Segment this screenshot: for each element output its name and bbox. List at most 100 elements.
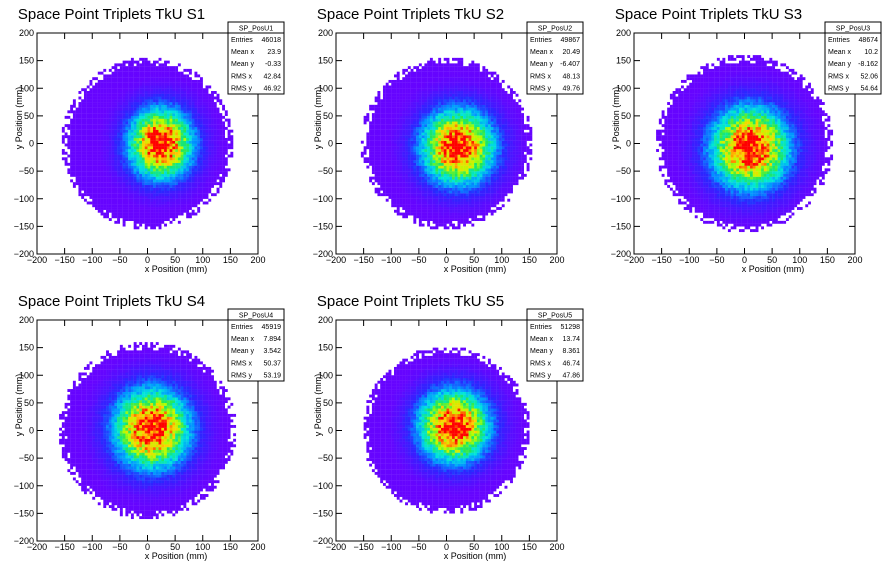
histogram-bin (435, 79, 439, 83)
histogram-bin (416, 151, 420, 155)
histogram-bin (380, 171, 384, 175)
histogram-bin (136, 124, 140, 128)
histogram-bin (177, 102, 181, 105)
histogram-bin (438, 66, 442, 70)
histogram-bin (155, 223, 159, 227)
histogram-bin (438, 110, 442, 114)
histogram-bin (64, 151, 68, 155)
histogram-bin (424, 157, 428, 161)
histogram-bin (216, 140, 220, 144)
histogram-bin (199, 146, 203, 150)
histogram-bin (410, 140, 414, 144)
histogram-bin (213, 143, 217, 147)
histogram-bin (407, 160, 411, 163)
histogram-bin (421, 215, 425, 219)
histogram-bin (388, 113, 392, 117)
histogram-bin (133, 93, 137, 97)
histogram-bin (155, 187, 159, 191)
histogram-bin (440, 160, 444, 163)
histogram-bin (463, 68, 466, 72)
histogram-bin (78, 143, 82, 147)
histogram-bin (117, 96, 121, 100)
histogram-bin (177, 137, 181, 141)
histogram-bin (150, 195, 154, 199)
histogram-bin (125, 198, 129, 202)
histogram-bin (452, 171, 455, 175)
histogram-bin (166, 140, 170, 144)
histogram-bin (454, 212, 458, 216)
histogram-bin (457, 79, 461, 83)
histogram-bin (81, 99, 85, 103)
histogram-bin (463, 209, 466, 213)
histogram-bin (111, 96, 115, 100)
histogram-bin (128, 110, 132, 114)
histogram-bin (211, 107, 214, 111)
histogram-bin (191, 187, 195, 191)
histogram-bin (197, 179, 201, 183)
histogram-bin (208, 107, 212, 111)
histogram-bin (147, 160, 151, 163)
histogram-bin (452, 132, 455, 136)
histogram-bin (205, 135, 209, 139)
histogram-bin (382, 104, 386, 108)
histogram-bin (452, 77, 455, 81)
histogram-bin (81, 140, 85, 144)
histogram-bin (191, 204, 195, 208)
histogram-bin (371, 165, 375, 169)
histogram-bin (382, 99, 386, 103)
histogram-bin (147, 201, 151, 205)
histogram-bin (81, 171, 85, 175)
histogram-bin (440, 146, 444, 150)
histogram-bin (213, 135, 217, 139)
histogram-bin (153, 99, 156, 103)
histogram-bin (186, 102, 190, 105)
histogram-bin (213, 132, 217, 136)
histogram-bin (147, 182, 151, 186)
histogram-bin (224, 151, 228, 155)
histogram-bin (103, 215, 107, 219)
histogram-bin (153, 182, 156, 186)
histogram-bin (180, 104, 184, 108)
histogram-bin (197, 96, 201, 100)
histogram-bin (438, 157, 442, 161)
histogram-bin (194, 102, 198, 105)
histogram-bin (164, 118, 167, 122)
histogram-bin (150, 157, 154, 161)
histogram-bin (427, 171, 431, 175)
histogram-bin (95, 129, 98, 133)
histogram-bin (183, 96, 187, 100)
histogram-bin (177, 190, 181, 194)
histogram-bin (141, 135, 145, 139)
histogram-bin (396, 135, 400, 139)
histogram-bin (108, 207, 112, 210)
histogram-bin (125, 207, 129, 210)
histogram-bin (125, 204, 129, 208)
histogram-bin (396, 176, 400, 180)
histogram-bin (128, 146, 132, 150)
histogram-bin (213, 124, 217, 128)
histogram-bin (194, 85, 198, 89)
histogram-bin (150, 182, 154, 186)
histogram-bin (199, 132, 203, 136)
histogram-bin (366, 140, 370, 144)
histogram-bin (186, 79, 190, 83)
histogram-bin (213, 129, 217, 133)
histogram-bin (199, 151, 203, 155)
histogram-bin (161, 140, 165, 144)
histogram-bin (161, 187, 165, 191)
histogram-bin (407, 102, 411, 105)
histogram-bin (136, 96, 140, 100)
histogram-bin (413, 198, 417, 202)
histogram-bin (211, 193, 214, 197)
histogram-bin (443, 79, 447, 83)
histogram-bin (97, 201, 101, 205)
histogram-bin (208, 118, 212, 122)
histogram-bin (446, 68, 450, 72)
histogram-bin (95, 171, 98, 175)
histogram-bin (413, 121, 417, 125)
histogram-bin (202, 132, 206, 136)
histogram-bin (95, 190, 98, 194)
histogram-bin (133, 118, 137, 122)
histogram-bin (405, 77, 408, 81)
histogram-bin (216, 118, 220, 122)
